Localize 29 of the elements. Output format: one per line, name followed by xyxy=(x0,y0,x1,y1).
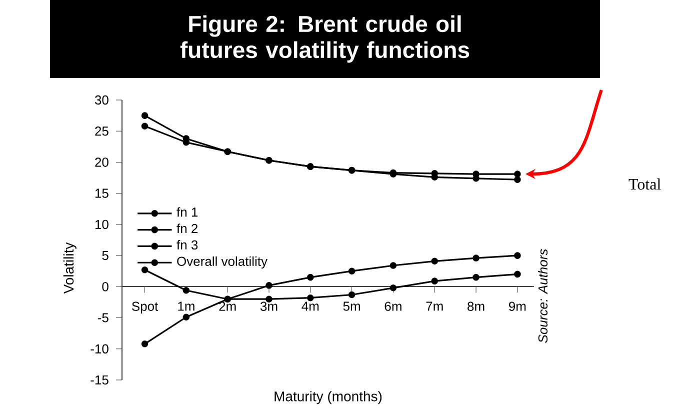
x-tick-label: 4m xyxy=(302,302,319,311)
y-tick-label: -5 xyxy=(98,313,108,322)
x-tick-label: 8m xyxy=(468,302,484,311)
y-tick-label: 0 xyxy=(102,282,108,292)
y-axis-title: Volatility xyxy=(63,242,76,294)
y-tick-label: 25 xyxy=(95,126,108,136)
legend-label: fn 3 xyxy=(176,240,198,250)
x-tick-label: Spot xyxy=(132,302,158,314)
y-tick-label: 5 xyxy=(102,251,108,260)
y-tick-label: -15 xyxy=(90,375,108,385)
y-tick-label: 10 xyxy=(95,220,108,230)
x-tick-label: 2m xyxy=(219,302,236,311)
y-tick-label: 30 xyxy=(94,95,108,105)
y-tick-label: 15 xyxy=(95,188,108,198)
x-tick-label: 5m xyxy=(343,302,360,311)
legend-label: Overall volatility xyxy=(177,256,268,269)
legend-label: fn 2 xyxy=(176,224,198,234)
legend-label: fn 1 xyxy=(176,207,198,217)
x-tick-label: 3m xyxy=(260,302,278,311)
text: Total xyxy=(628,178,661,190)
y-tick-label: 20 xyxy=(95,158,108,167)
x-tick-label: 6m xyxy=(384,302,402,311)
source-note: Source: Authors xyxy=(538,249,548,343)
x-axis-title: Maturity (months) xyxy=(274,391,382,404)
x-tick-label: 7m xyxy=(426,302,443,311)
x-tick-label: 1m xyxy=(178,302,194,311)
x-tick-label: 9m xyxy=(509,302,526,311)
y-tick-label: -10 xyxy=(90,344,108,354)
chart-title: Figure 2: Brent crude oil futures volatility functions xyxy=(180,15,470,63)
